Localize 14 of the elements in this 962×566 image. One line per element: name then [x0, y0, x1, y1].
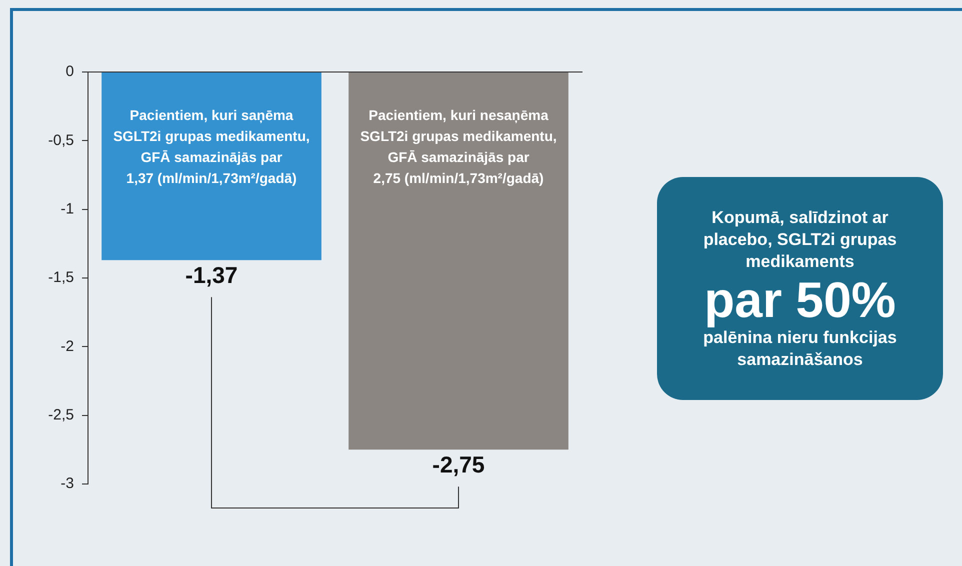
data-label: -2,75 — [432, 452, 485, 478]
y-tick-label: -0,5 — [48, 132, 74, 149]
y-tick-label: -2 — [60, 338, 74, 355]
y-tick-label: -1 — [60, 200, 74, 218]
y-tick-label: -3 — [60, 475, 74, 492]
text: par 50% — [703, 272, 897, 328]
y-tick-label: -1,5 — [48, 269, 74, 286]
annotation: Pacientiem, kuri nesaņēma SGLT2i grupas medikamentu, GFĀ samazinājās par 2,75 (ml/min/1,73m²/gadā) — [360, 106, 557, 186]
text: palēnina nieru funkcijas samazināšanos — [702, 328, 898, 370]
data-label: -1,37 — [185, 262, 238, 288]
annotation: Pacientiem, kuri saņēma SGLT2i grupas medikamentu, GFĀ samazinājās par 1,37 (ml/min/1,73m²/gadā) — [113, 106, 310, 186]
y-tick-label: -2,5 — [48, 406, 74, 424]
text: Kopumā, salīdzinot ar placebo, SGLT2i grupas medikaments — [702, 206, 898, 272]
y-tick-label: 0 — [66, 63, 74, 80]
